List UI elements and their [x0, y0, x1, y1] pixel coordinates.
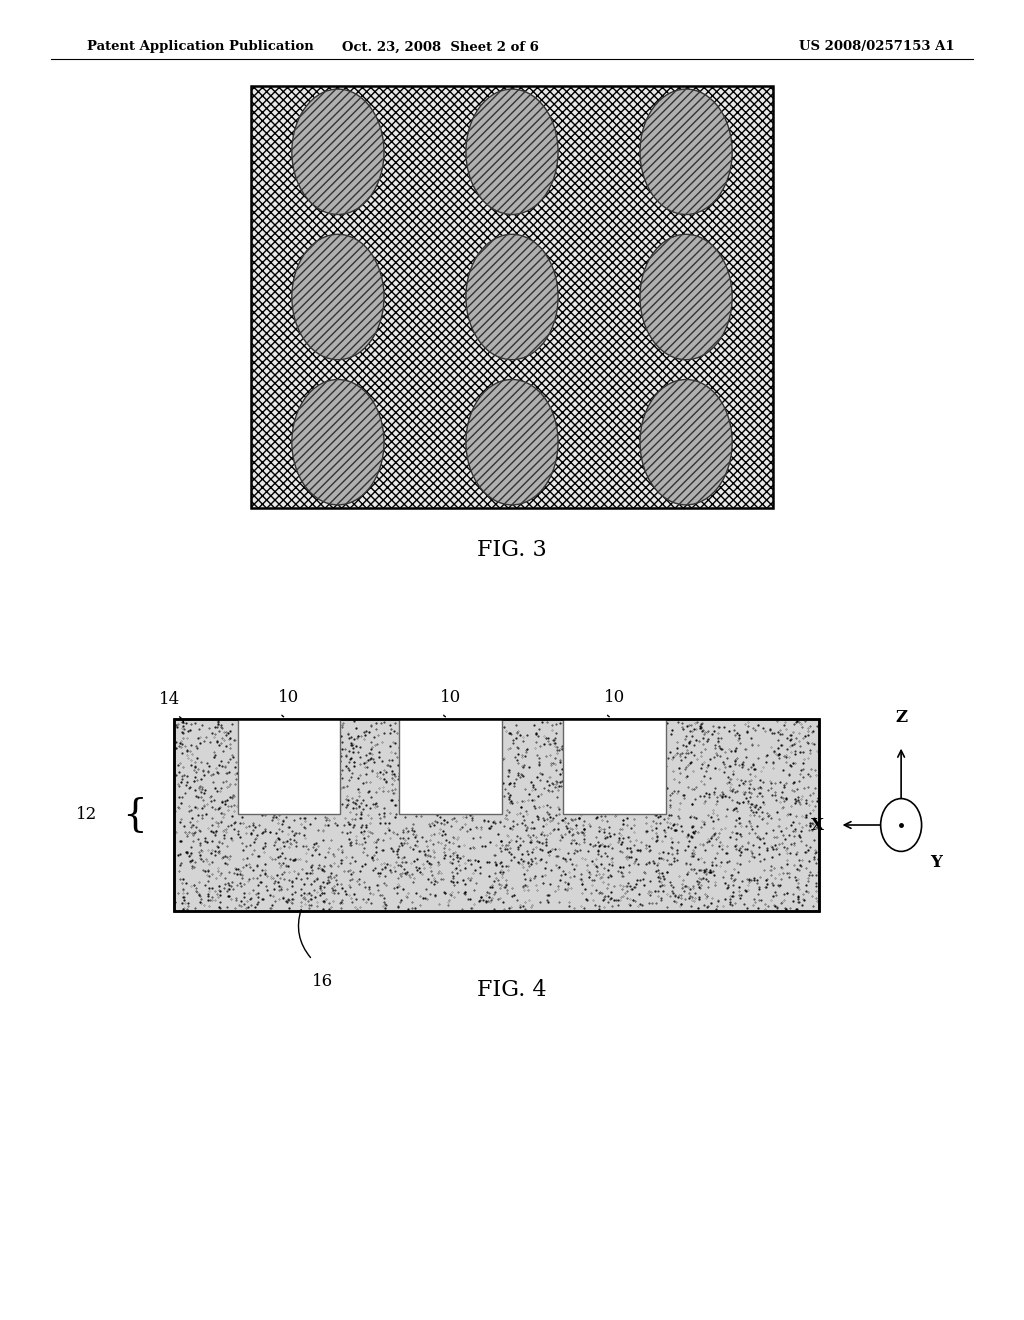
Text: Patent Application Publication: Patent Application Publication: [87, 41, 313, 53]
Text: 10: 10: [279, 689, 299, 706]
Ellipse shape: [292, 379, 384, 504]
Text: X: X: [811, 817, 824, 833]
Text: 14: 14: [159, 692, 180, 708]
Text: US 2008/0257153 A1: US 2008/0257153 A1: [799, 41, 954, 53]
Ellipse shape: [640, 379, 732, 504]
Ellipse shape: [466, 379, 558, 504]
Ellipse shape: [466, 88, 558, 214]
Text: 10: 10: [440, 689, 461, 706]
Bar: [399, 719, 502, 814]
Bar: [238, 719, 340, 814]
Text: Z: Z: [895, 709, 907, 726]
Circle shape: [881, 799, 922, 851]
Bar: [251, 86, 773, 508]
Text: 16: 16: [312, 973, 333, 990]
Text: {: {: [122, 796, 146, 834]
Ellipse shape: [466, 235, 558, 360]
Text: 12: 12: [76, 807, 97, 822]
Text: Oct. 23, 2008  Sheet 2 of 6: Oct. 23, 2008 Sheet 2 of 6: [342, 41, 539, 53]
Ellipse shape: [640, 88, 732, 214]
Ellipse shape: [292, 88, 384, 214]
Text: FIG. 3: FIG. 3: [477, 539, 547, 561]
Text: FIG. 4: FIG. 4: [477, 979, 547, 1002]
Text: 10: 10: [604, 689, 625, 706]
Bar: [563, 719, 666, 814]
Bar: [174, 719, 819, 911]
Ellipse shape: [640, 235, 732, 360]
Text: Y: Y: [930, 854, 942, 871]
Ellipse shape: [292, 235, 384, 360]
Bar: [174, 719, 819, 911]
